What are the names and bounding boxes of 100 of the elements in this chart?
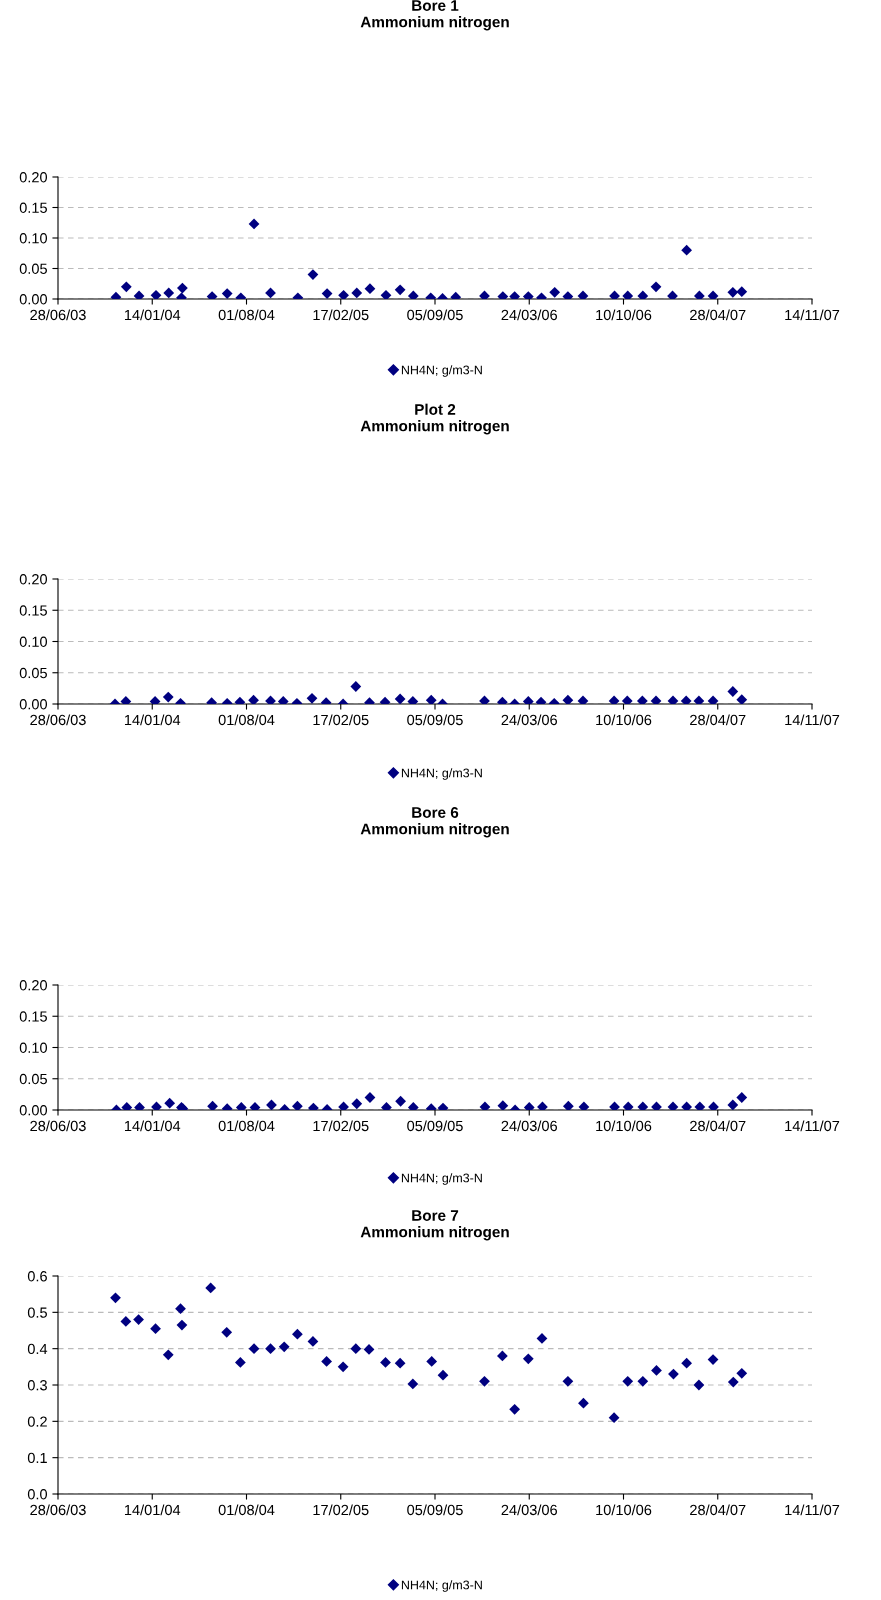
x-tick-label: 24/03/06	[501, 714, 557, 726]
point	[549, 286, 561, 298]
y-tick-label: 0.15	[19, 1011, 47, 1022]
point	[651, 1365, 662, 1376]
y-tick-label: 0.0	[27, 1489, 48, 1500]
x-tick-label: 28/04/07	[690, 714, 746, 726]
point	[394, 1357, 406, 1369]
x-tick-label: 28/06/03	[30, 1504, 86, 1516]
point	[321, 1356, 332, 1367]
x-tick-label: 28/04/07	[690, 309, 746, 321]
x-tick-label: 05/09/05	[407, 309, 463, 321]
point	[265, 1343, 276, 1355]
x-tick-label: 05/09/05	[407, 714, 463, 726]
x-tick-label: 24/03/06	[501, 309, 557, 321]
x-tick-label: 01/08/04	[218, 714, 275, 726]
x-tick-label: 17/02/05	[313, 1120, 369, 1132]
point	[205, 1282, 217, 1294]
y-tick-label: 0.05	[19, 1073, 47, 1085]
point	[609, 290, 620, 299]
x-tick-label: 10/10/06	[596, 309, 652, 321]
point	[407, 1378, 419, 1390]
point	[578, 1397, 589, 1409]
point	[120, 281, 132, 293]
y-tick-label: 0.1	[27, 1452, 47, 1464]
point	[133, 1314, 144, 1325]
point	[265, 287, 276, 299]
x-tick-label: 28/06/03	[30, 309, 86, 321]
x-tick-label: 14/11/07	[785, 309, 840, 321]
legend-label: NH4N; g/m3-N	[401, 768, 482, 780]
point	[693, 290, 705, 299]
y-tick-label: 0.15	[19, 202, 47, 213]
point	[248, 218, 260, 230]
point	[221, 1326, 233, 1338]
legend-label: NH4N; g/m3-N	[401, 1580, 482, 1592]
x-tick-label: 24/03/06	[501, 1504, 557, 1516]
y-tick-label: 0.6	[27, 1271, 47, 1282]
x-tick-label: 14/01/04	[124, 309, 181, 321]
x-tick-label: 17/02/05	[313, 309, 369, 321]
x-tick-label: 10/10/06	[596, 1120, 652, 1132]
x-tick-label: 05/09/05	[407, 1504, 463, 1516]
point	[736, 286, 748, 298]
point	[562, 1375, 574, 1387]
point	[426, 1356, 438, 1367]
point	[248, 1343, 260, 1355]
point	[681, 1357, 693, 1369]
y-tick-label: 0.00	[19, 294, 48, 305]
y-tick-label: 0.00	[19, 1105, 48, 1116]
x-tick-label: 05/09/05	[407, 1120, 463, 1132]
y-tick-label: 0.05	[19, 263, 47, 274]
y-tick-label: 0.05	[19, 667, 47, 679]
x-tick-label: 24/03/06	[501, 1120, 557, 1132]
point	[380, 289, 392, 299]
x-tick-label: 28/06/03	[30, 714, 86, 726]
x-tick-label: 14/11/07	[785, 1120, 840, 1132]
point	[693, 1379, 705, 1391]
point	[307, 269, 319, 280]
y-tick-label: 0.2	[27, 1416, 47, 1427]
legend-label: NH4N; g/m3-N	[401, 365, 482, 377]
point	[577, 290, 589, 299]
point	[509, 1403, 521, 1415]
point	[278, 1341, 290, 1353]
x-tick-label: 10/10/06	[596, 714, 652, 726]
point	[221, 288, 233, 299]
point	[176, 1319, 188, 1331]
x-tick-label: 10/10/06	[596, 1504, 652, 1516]
x-tick-label: 14/11/07	[785, 714, 840, 726]
chart-title: Bore 6 Ammonium nitrogen	[360, 807, 509, 838]
chart-title: Bore 7 Ammonium nitrogen	[360, 1210, 509, 1241]
chart-title: Bore 1 Ammonium nitrogen	[360, 0, 509, 31]
point	[727, 286, 739, 298]
x-tick-label: 17/02/05	[313, 1504, 369, 1516]
y-tick-label: 0.20	[19, 172, 48, 183]
x-tick-label: 01/08/04	[218, 1120, 275, 1132]
point	[364, 283, 376, 295]
y-tick-label: 0.10	[19, 233, 48, 244]
y-tick-label: 0.3	[27, 1380, 47, 1391]
point	[150, 289, 162, 299]
point	[380, 1357, 391, 1368]
point	[736, 1367, 748, 1379]
point	[522, 1353, 534, 1365]
point	[681, 244, 693, 256]
point	[351, 287, 363, 299]
y-tick-label: 0.10	[19, 1042, 48, 1053]
chart-title: Plot 2 Ammonium nitrogen	[360, 403, 509, 435]
point	[110, 1292, 121, 1304]
x-tick-label: 14/01/04	[124, 1120, 181, 1132]
point	[667, 290, 678, 299]
point	[622, 290, 634, 299]
point	[637, 290, 649, 299]
point	[120, 1316, 132, 1327]
point	[622, 1375, 634, 1387]
x-tick-label: 28/04/07	[690, 1120, 746, 1132]
point	[175, 1303, 186, 1315]
x-tick-label: 28/04/07	[690, 1504, 746, 1516]
point	[727, 1376, 739, 1388]
legend-label: NH4N; g/m3-N	[401, 1173, 482, 1185]
point	[668, 1368, 679, 1380]
y-tick-label: 0.20	[19, 574, 48, 585]
point	[637, 1375, 649, 1387]
point	[338, 289, 349, 299]
